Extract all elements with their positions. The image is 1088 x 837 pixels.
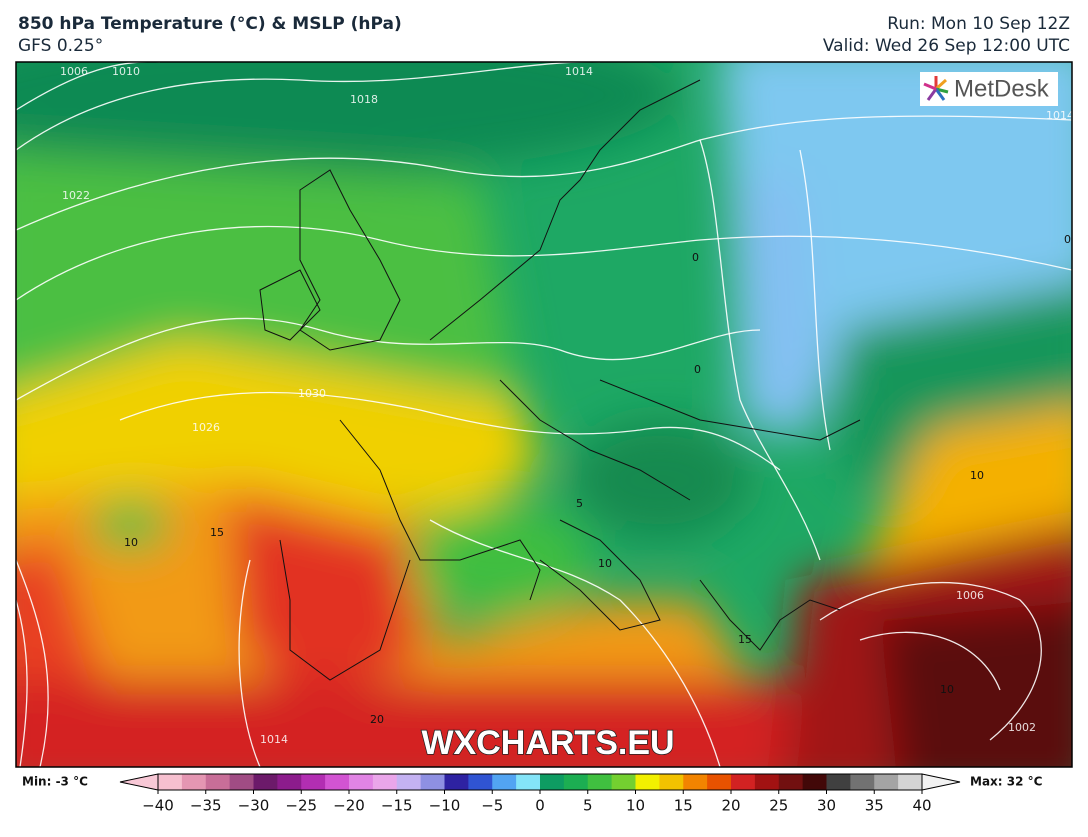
map-frame	[15, 61, 1073, 768]
model-label: GFS 0.25°	[18, 36, 103, 56]
colorbar-segment	[563, 774, 589, 790]
contour-label: 1018	[350, 93, 378, 106]
contour-label: 15	[210, 526, 224, 539]
colorbar-tick-label: 35	[865, 797, 884, 815]
colorbar-max-arrow	[921, 773, 961, 791]
contour-label: 1014	[1046, 109, 1074, 122]
contour-label: 1022	[62, 189, 90, 202]
colorbar-segment	[826, 774, 851, 790]
colorbar-segment	[492, 774, 517, 790]
colorbar-segment	[468, 774, 493, 790]
colorbar-tick-label: 40	[912, 797, 931, 815]
colorbar-tick-label: 30	[817, 797, 836, 815]
logo-text: MetDesk	[954, 75, 1050, 102]
chart-title: 850 hPa Temperature (°C) & MSLP (hPa)	[18, 14, 402, 34]
colorbar-tick-label: 0	[535, 797, 545, 815]
contour-label: 10	[598, 557, 612, 570]
colorbar-tick-label: 10	[626, 797, 645, 815]
colorbar-segment	[635, 774, 660, 790]
colorbar-segment	[372, 774, 398, 790]
colorbar-segment	[754, 774, 780, 790]
colorbar-segment	[444, 774, 469, 790]
colorbar-tick-label: 25	[769, 797, 788, 815]
colorbar-tick-label: −5	[481, 797, 503, 815]
contour-label: 1002	[1008, 721, 1036, 734]
colorbar-segment	[731, 774, 756, 790]
watermark: WXCHARTS.EU	[421, 724, 674, 762]
colorbar-segment	[325, 774, 350, 790]
min-label: Min: -3 °C	[22, 775, 88, 789]
colorbar-segment	[540, 774, 565, 790]
contour-label: 20	[370, 713, 384, 726]
contour-label: 0	[1064, 233, 1071, 246]
colorbar-tick-label: −40	[142, 797, 174, 815]
map: 1006 1010 1014 1018 1022 1030 1026 1014 …	[16, 62, 1074, 767]
contour-label: 0	[692, 251, 699, 264]
colorbar-tick-label: −20	[333, 797, 365, 815]
colorbar-tick-label: −35	[190, 797, 222, 815]
max-label: Max: 32 °C	[970, 775, 1043, 789]
colorbar-segment	[229, 774, 254, 790]
contour-label: 1014	[565, 65, 593, 78]
colorbar-segment	[850, 774, 875, 790]
colorbar-segment	[253, 774, 278, 790]
colorbar-segment	[181, 774, 207, 790]
colorbar-segment	[683, 774, 708, 790]
contour-label: 10	[970, 469, 984, 482]
colorbar-min-arrow	[119, 773, 159, 791]
colorbar-segment	[301, 774, 326, 790]
colorbar-tick-label: −15	[381, 797, 413, 815]
contour-label: 1030	[298, 387, 326, 400]
colorbar-segment	[898, 774, 923, 790]
contour-label: 10	[124, 536, 138, 549]
colorbar-segment	[587, 774, 613, 790]
contour-label: 1014	[260, 733, 288, 746]
logo-icon	[923, 76, 949, 101]
colorbar-segment	[707, 774, 732, 790]
colorbar-segment	[611, 774, 636, 790]
colorbar: −40 −35 −30 −25 −20 −15 −10 −5 0 5 10 15 20 25 30 35 40	[142, 773, 932, 815]
colorbar-tick-label: −25	[285, 797, 317, 815]
colorbar-tick-label: −30	[238, 797, 270, 815]
colorbar-segment	[516, 774, 541, 790]
colorbar-segment	[349, 774, 374, 790]
colorbar-segment	[205, 774, 231, 790]
colorbar-segment	[420, 774, 445, 790]
colorbar-tick-label: −10	[429, 797, 461, 815]
contour-label: 15	[738, 633, 752, 646]
colorbar-segment	[659, 774, 684, 790]
colorbar-segment	[396, 774, 422, 790]
contour-label: 1010	[112, 65, 140, 78]
colorbar-segment	[802, 774, 827, 790]
colorbar-segment	[277, 774, 302, 790]
colorbar-segment	[158, 774, 183, 790]
colorbar-tick-label: 15	[674, 797, 693, 815]
colorbar-segment	[778, 774, 804, 790]
colorbar-tick-label: 20	[721, 797, 740, 815]
valid-label: Valid: Wed 26 Sep 12:00 UTC	[823, 36, 1070, 56]
contour-label: 5	[576, 497, 583, 510]
contour-label: 1006	[60, 65, 88, 78]
colorbar-tick-label: 5	[583, 797, 593, 815]
run-label: Run: Mon 10 Sep 12Z	[887, 14, 1070, 34]
contour-label: 1026	[192, 421, 220, 434]
contour-label: 1006	[956, 589, 984, 602]
colorbar-segment	[874, 774, 899, 790]
contour-label: 10	[940, 683, 954, 696]
contour-label: 0	[694, 363, 701, 376]
